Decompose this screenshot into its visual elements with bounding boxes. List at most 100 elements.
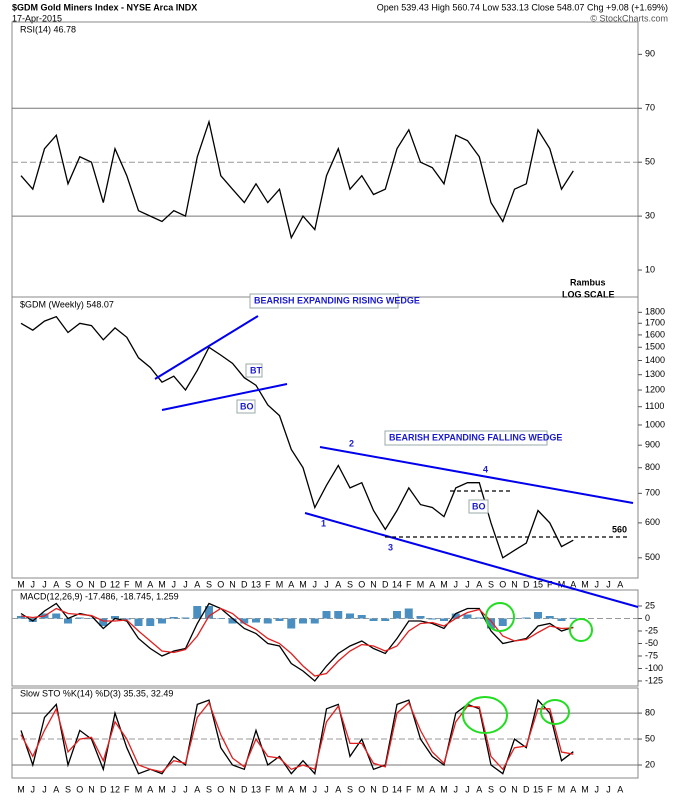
y-tick-label: 700 xyxy=(645,488,660,498)
histogram-bar xyxy=(404,608,413,619)
x-tick-label: A xyxy=(617,579,623,589)
x-tick-label: M xyxy=(17,784,25,794)
highlight-circle xyxy=(569,618,593,642)
series-line xyxy=(20,119,574,240)
chart-date: 17-Apr-2015 xyxy=(12,13,62,23)
x-tick-label: M xyxy=(417,784,425,794)
histogram-bar xyxy=(287,618,296,629)
x-tick-label: M xyxy=(276,579,284,589)
x-tick-label: D xyxy=(523,579,530,589)
x-tick-label: M xyxy=(299,784,307,794)
panel-frame xyxy=(11,687,639,779)
x-tick-label: S xyxy=(347,579,353,589)
highlight-circle xyxy=(540,699,570,725)
annotation-box xyxy=(249,293,399,309)
histogram-bar xyxy=(17,616,25,619)
histogram-bar xyxy=(416,616,425,619)
histogram-bar xyxy=(99,618,108,626)
x-tick-label: 15 xyxy=(533,579,543,589)
x-tick-label: D xyxy=(382,784,389,794)
series-line xyxy=(20,602,574,682)
y-tick-label: 1200 xyxy=(645,384,665,394)
y-tick-label: 50 xyxy=(645,157,655,167)
x-tick-label: M xyxy=(417,579,425,589)
x-tick-label: O xyxy=(217,784,224,794)
x-tick-label: J xyxy=(31,579,36,589)
histogram-bar xyxy=(181,617,190,619)
annotation: Rambus xyxy=(570,277,606,287)
histogram-bar xyxy=(381,618,390,621)
quote: Open 539.43 High 560.74 Low 533.13 Close… xyxy=(377,2,668,12)
wedge-line xyxy=(304,512,639,608)
x-tick-label: A xyxy=(194,784,200,794)
x-tick-label: A xyxy=(617,784,623,794)
y-tick-label: 600 xyxy=(645,517,660,527)
x-tick-label: J xyxy=(42,784,47,794)
x-tick-label: A xyxy=(53,579,59,589)
histogram-bar xyxy=(275,618,284,621)
histogram-bar xyxy=(451,613,460,619)
x-tick-label: D xyxy=(241,784,248,794)
wedge-line xyxy=(161,383,288,411)
x-tick-label: M xyxy=(276,784,284,794)
x-tick-label: A xyxy=(53,784,59,794)
x-tick-label: S xyxy=(488,784,494,794)
x-tick-label: N xyxy=(511,784,518,794)
histogram-bar xyxy=(569,617,578,619)
panel-frame xyxy=(11,21,639,298)
series-line xyxy=(20,698,574,776)
annotation: BEARISH EXPANDING FALLING WEDGE xyxy=(389,432,562,442)
x-tick-label: N xyxy=(511,579,518,589)
x-tick-label: J xyxy=(172,579,177,589)
y-tick-label: 500 xyxy=(645,552,660,562)
x-tick-label: M xyxy=(581,784,589,794)
series-line xyxy=(20,701,574,773)
x-tick-label: D xyxy=(523,784,530,794)
histogram-bar xyxy=(158,618,166,624)
annotation: 4 xyxy=(483,464,488,474)
x-tick-label: O xyxy=(76,784,83,794)
x-tick-label: A xyxy=(288,579,294,589)
x-tick-label: 12 xyxy=(110,579,120,589)
x-tick-label: M xyxy=(158,784,166,794)
annotation-box xyxy=(236,399,256,414)
histogram-bar xyxy=(146,618,155,626)
x-tick-label: F xyxy=(265,579,271,589)
x-tick-label: O xyxy=(217,579,224,589)
annotation-box xyxy=(384,430,548,446)
panel-label: MACD(12,26,9) -17.486, -18.745, 1.259 xyxy=(20,591,179,601)
x-tick-label: A xyxy=(476,784,482,794)
x-tick-label: 13 xyxy=(251,579,261,589)
histogram-bar xyxy=(440,618,448,621)
highlight-circle xyxy=(462,696,508,734)
histogram-bar xyxy=(75,617,84,619)
annotation: LOG SCALE xyxy=(562,289,615,299)
histogram-bar xyxy=(522,617,531,619)
series-line xyxy=(20,607,574,677)
histogram-bar xyxy=(252,618,260,623)
y-tick-label: 25 xyxy=(645,600,655,610)
y-tick-label: 1000 xyxy=(645,419,665,429)
y-tick-label: 0 xyxy=(645,613,650,623)
y-tick-label: -100 xyxy=(645,663,663,673)
x-tick-label: J xyxy=(606,784,611,794)
x-tick-label: A xyxy=(429,784,435,794)
annotation: 2 xyxy=(349,438,354,448)
x-tick-label: J xyxy=(31,784,36,794)
x-tick-label: F xyxy=(406,579,412,589)
y-tick-label: 1500 xyxy=(645,342,665,352)
histogram-bar xyxy=(87,618,96,619)
credit: © StockCharts.com xyxy=(590,13,668,23)
y-tick-label: 70 xyxy=(645,103,655,113)
x-tick-label: M xyxy=(158,579,166,589)
histogram-bar xyxy=(487,618,495,629)
annotation: 1 xyxy=(321,518,326,528)
histogram-bar xyxy=(205,606,213,619)
x-tick-label: F xyxy=(547,784,553,794)
panel-label: $GDM (Weekly) 548.07 xyxy=(20,299,114,309)
x-tick-label: A xyxy=(335,784,341,794)
x-tick-label: 14 xyxy=(392,579,402,589)
x-tick-label: S xyxy=(206,579,212,589)
x-tick-label: J xyxy=(183,579,188,589)
